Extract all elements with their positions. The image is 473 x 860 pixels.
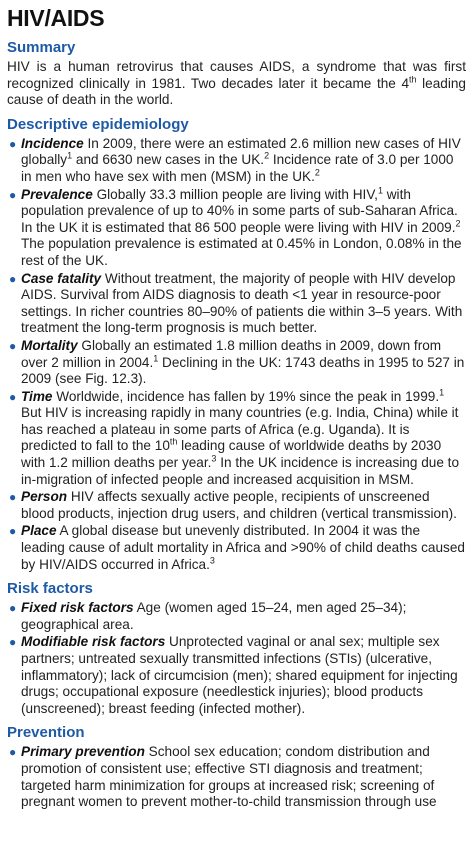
item-text: In the UK incidence is increasing due to… bbox=[21, 455, 460, 487]
term-label: Mortality bbox=[21, 337, 78, 353]
item-text: and 6630 new cases in the UK. bbox=[72, 152, 265, 168]
reference-mark: 1 bbox=[377, 185, 383, 196]
bullet-icon: ● bbox=[9, 187, 17, 202]
summary-text-part: HIV is a human retrovirus that causes AI… bbox=[7, 59, 466, 91]
risk-factors-heading: Risk factors bbox=[7, 580, 93, 598]
item-text: Globally 33.3 million people are living … bbox=[92, 186, 378, 202]
epidemiology-heading: Descriptive epidemiology bbox=[7, 115, 189, 133]
item-text: In 2009, there were an estimated 2.6 mil… bbox=[21, 135, 461, 168]
item-text: HIV affects sexually active people, reci… bbox=[21, 489, 457, 521]
epidemiology-section: Descriptive epidemiology ● Incidence In 2… bbox=[7, 116, 466, 573]
term-label: Person bbox=[21, 489, 68, 505]
list-item-person: ● Person HIV affects sexually active peop… bbox=[7, 489, 466, 522]
prevention-section: Prevention ● Primary prevention School se… bbox=[7, 724, 466, 810]
reference-mark: 2 bbox=[455, 218, 461, 229]
bullet-icon: ● bbox=[9, 635, 17, 650]
item-text: A global disease but unevenly distribute… bbox=[21, 523, 465, 572]
bullet-icon: ● bbox=[9, 601, 17, 616]
list-item-case-fatality: ● Case fatality Without treatment, the ma… bbox=[7, 271, 466, 337]
list-item-time: ● Time Worldwide, incidence has fallen by… bbox=[7, 387, 466, 489]
bullet-icon: ● bbox=[9, 338, 17, 353]
item-text: Unprotected vaginal or anal sex; multipl… bbox=[21, 634, 458, 716]
item-text: Age (women aged 15–24, men aged 25–34); … bbox=[21, 600, 407, 632]
list-item-place: ● Place A global disease but unevenly dis… bbox=[7, 523, 466, 573]
list-item-incidence: ● Incidence In 2009, there were an estima… bbox=[7, 136, 466, 186]
item-text: Declining in the UK: 1743 deaths in 1995… bbox=[21, 354, 465, 387]
list-item-fixed-risk: ● Fixed risk factors Age (women aged 15–2… bbox=[7, 600, 466, 633]
reference-mark: 3 bbox=[209, 555, 215, 566]
summary-text-part: leading cause of death in the world. bbox=[7, 75, 466, 108]
term-label: Prevalence bbox=[21, 186, 93, 202]
item-text: Globally an estimated 1.8 million deaths… bbox=[21, 337, 442, 370]
reference-mark: 2 bbox=[264, 150, 270, 161]
risk-factors-section: Risk factors ● Fixed risk factors Age (wo… bbox=[7, 580, 466, 717]
bullet-icon: ● bbox=[9, 136, 17, 151]
summary-heading: Summary bbox=[7, 39, 76, 56]
reference-mark: 1 bbox=[67, 150, 73, 161]
list-item-mortality: ● Mortality Globally an estimated 1.8 mil… bbox=[7, 338, 466, 388]
term-label: Primary prevention bbox=[21, 744, 145, 760]
reference-mark: 1 bbox=[153, 352, 159, 363]
bullet-icon: ● bbox=[9, 524, 17, 539]
summary-text: HIV is a human retrovirus that causes AI… bbox=[7, 59, 466, 109]
list-item-modifiable-risk: ● Modifiable risk factors Unprotected vag… bbox=[7, 634, 466, 717]
summary-superscript: th bbox=[409, 74, 417, 85]
list-item-prevalence: ● Prevalence Globally 33.3 million people… bbox=[7, 185, 466, 270]
term-label: Fixed risk factors bbox=[21, 600, 134, 616]
bullet-icon: ● bbox=[9, 490, 17, 505]
term-label: Place bbox=[21, 523, 57, 539]
term-label: Modifiable risk factors bbox=[21, 634, 166, 650]
page-title: HIV/AIDS bbox=[7, 5, 105, 31]
list-item-primary-prevention: ● Primary prevention School sex education… bbox=[7, 744, 466, 810]
item-text: Worldwide, incidence has fallen by 19% s… bbox=[52, 388, 440, 404]
term-label: Incidence bbox=[21, 135, 84, 151]
bullet-icon: ● bbox=[9, 389, 17, 404]
summary-section: Summary HIV is a human retrovirus that c… bbox=[7, 39, 466, 109]
term-label: Case fatality bbox=[21, 270, 102, 286]
item-text: School sex education; condom distributio… bbox=[21, 744, 437, 810]
prevention-list: ● Primary prevention School sex education… bbox=[7, 744, 466, 810]
item-text: Incidence rate of 3.0 per 1000 in men wh… bbox=[21, 152, 454, 184]
item-text: The population prevalence is estimated a… bbox=[21, 236, 462, 268]
bullet-icon: ● bbox=[9, 271, 17, 286]
term-label: Time bbox=[21, 388, 53, 404]
reference-mark: 2 bbox=[314, 167, 320, 178]
item-text: leading cause of worldwide deaths by 203… bbox=[21, 438, 442, 471]
item-text: with population prevalence of up to 40% … bbox=[21, 186, 458, 235]
reference-mark: th bbox=[169, 436, 178, 447]
prevention-heading: Prevention bbox=[7, 724, 85, 742]
reference-mark: 1 bbox=[439, 387, 445, 398]
epidemiology-list: ● Incidence In 2009, there were an estima… bbox=[7, 136, 466, 573]
bullet-icon: ● bbox=[9, 745, 17, 760]
item-text: Without treatment, the majority of peopl… bbox=[21, 270, 463, 336]
risk-factors-list: ● Fixed risk factors Age (women aged 15–2… bbox=[7, 600, 466, 717]
item-text: But HIV is increasing rapidly in many co… bbox=[21, 405, 459, 454]
reference-mark: 3 bbox=[211, 453, 217, 464]
